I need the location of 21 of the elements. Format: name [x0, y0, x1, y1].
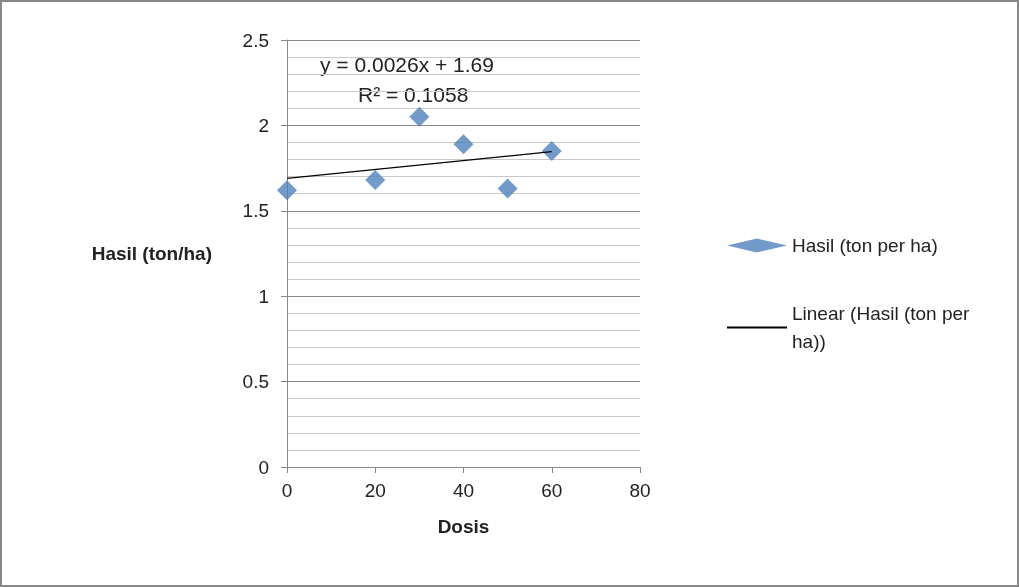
point [277, 180, 297, 201]
y-tick-label: 2 [258, 114, 269, 136]
x-axis-title: Dosis [437, 516, 490, 537]
point [409, 106, 430, 127]
y-tick-label: 2.5 [242, 29, 269, 51]
y-axis-title: Hasil (ton/ha) [91, 243, 212, 264]
x-tick-label: 80 [629, 480, 651, 501]
point [497, 178, 518, 199]
y-tick-label: 0.5 [242, 371, 269, 393]
x-tick-label: 40 [452, 480, 475, 501]
point [453, 134, 474, 155]
point [365, 170, 386, 191]
legend-label: Hasil (ton per ha) [792, 235, 938, 256]
legend-label: Linear (Hasil (ton per ha)) [792, 303, 975, 352]
y-tick-label: 1 [258, 285, 269, 307]
x-tick-label: 20 [364, 480, 386, 501]
y-tick-label: 0 [258, 456, 269, 478]
point [541, 141, 562, 162]
x-tick-label: 0 [281, 480, 293, 501]
x-tick-label: 60 [541, 480, 563, 501]
y-tick-label: 1.5 [242, 200, 269, 222]
